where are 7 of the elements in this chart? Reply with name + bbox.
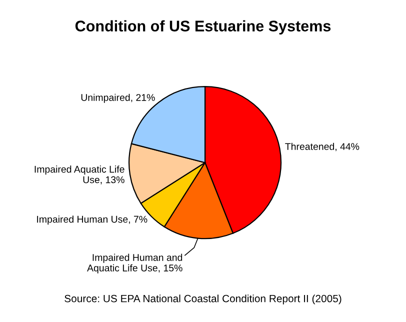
slice-label: Impaired Human Use, 7% [37,216,148,225]
source-note: Source: US EPA National Coastal Condition Report II (2005) [64,294,342,304]
chart-title: Condition of US Estuarine Systems [75,20,331,34]
slice-label: Threatened, 44% [285,142,360,152]
slice-label: Impaired Human and Aquatic Life Use, 15% [87,254,182,274]
slice-label: Impaired Aquatic Life Use, 13% [34,166,124,184]
slice-label: Unimpaired, 21% [81,94,155,103]
